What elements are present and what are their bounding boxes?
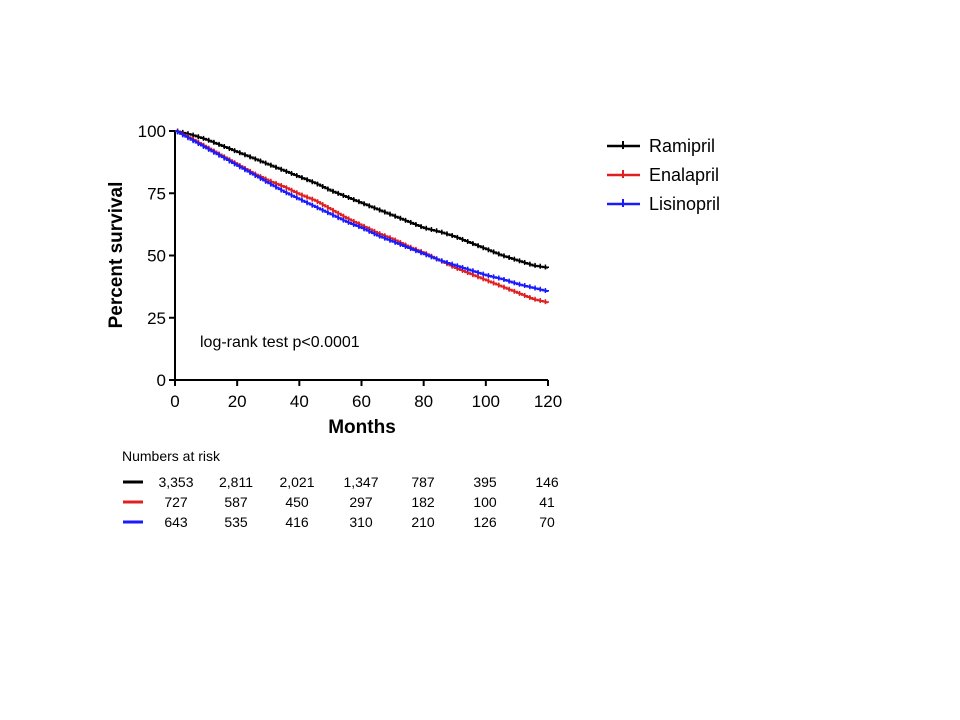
curve-ramipril — [175, 130, 549, 269]
risk-cell: 3,353 — [158, 474, 193, 490]
y-tick-label: 100 — [138, 122, 166, 141]
survival-curves — [175, 128, 549, 305]
legend: Ramipril Enalapril Lisinopril — [607, 136, 720, 214]
y-tick-label: 50 — [147, 247, 166, 266]
x-tick-label: 100 — [472, 392, 500, 411]
risk-cell: 1,347 — [343, 474, 378, 490]
y-tick-label: 0 — [157, 371, 166, 390]
risk-cell: 182 — [411, 494, 435, 510]
log-rank-annotation: log-rank test p<0.0001 — [200, 334, 360, 351]
y-axis-title: Percent survival — [106, 182, 127, 329]
risk-cell: 2,021 — [279, 474, 314, 490]
x-axis-title: Months — [328, 417, 396, 438]
legend-label-enalapril: Enalapril — [649, 165, 719, 185]
risk-cell: 210 — [411, 514, 435, 530]
risk-cell: 535 — [224, 514, 248, 530]
numbers-at-risk-table: Numbers at risk 3,353 2,811 2,021 1,347 787 3… — [122, 448, 559, 530]
risk-cell: 146 — [535, 474, 559, 490]
x-tick-label: 80 — [414, 392, 433, 411]
risk-cell: 70 — [539, 514, 555, 530]
x-tick-label: 20 — [228, 392, 247, 411]
risk-cell: 450 — [285, 494, 309, 510]
x-tick-label: 40 — [290, 392, 309, 411]
risk-cell: 126 — [473, 514, 497, 530]
legend-label-ramipril: Ramipril — [649, 136, 715, 156]
risk-cell: 310 — [349, 514, 373, 530]
curve-lisinopril — [175, 130, 549, 292]
x-tick-label: 0 — [170, 392, 179, 411]
risk-cell: 2,811 — [219, 474, 253, 490]
risk-cell: 41 — [539, 494, 555, 510]
risk-cell: 587 — [224, 494, 248, 510]
risk-cell: 395 — [473, 474, 497, 490]
risk-cell: 297 — [349, 494, 373, 510]
numbers-at-risk-title: Numbers at risk — [122, 448, 221, 464]
risk-cell: 643 — [164, 514, 188, 530]
risk-cell: 727 — [164, 494, 188, 510]
y-tick-label: 25 — [147, 309, 166, 328]
x-tick-label: 60 — [352, 392, 371, 411]
risk-cell: 787 — [411, 474, 435, 490]
legend-label-lisinopril: Lisinopril — [649, 194, 720, 214]
x-tick-label: 120 — [534, 392, 562, 411]
risk-cell: 100 — [473, 494, 497, 510]
risk-cell: 416 — [285, 514, 309, 530]
axes: 0 25 50 75 100 0 20 40 60 80 100 120 — [138, 122, 563, 411]
y-tick-label: 75 — [147, 184, 166, 203]
